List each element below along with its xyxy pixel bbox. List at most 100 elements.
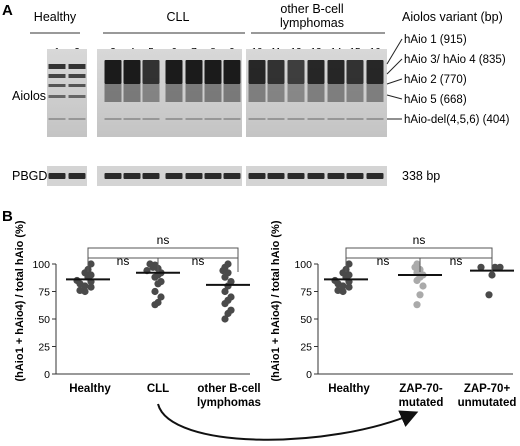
- data-point: [413, 260, 421, 268]
- pbgd-band: [346, 173, 364, 179]
- pbgd-band: [68, 173, 86, 179]
- gel-pbgd: [47, 166, 387, 186]
- data-point: [496, 263, 504, 271]
- chart-left: (hAio1 + hAio4) / total hAio (%) 0 25 50 75…: [14, 220, 261, 409]
- data-point: [157, 278, 165, 286]
- gel-smear-lower: [366, 84, 384, 102]
- panel-a: A Healthy CLL other B-cell lymphomas Aio…: [2, 2, 510, 186]
- ns-label-cll-lymphomas: ns: [192, 254, 205, 268]
- y-tick-label: 0: [44, 369, 50, 381]
- gel-band-del: [248, 118, 266, 120]
- pbgd-band: [204, 173, 222, 179]
- data-point: [334, 286, 342, 294]
- gel-smear: [267, 60, 285, 84]
- panel-b: B (hAio1 + hAio4) / total hAio (%) 0 25 50…: [2, 208, 516, 441]
- gel-band-del: [346, 118, 364, 120]
- gel-band-del: [104, 118, 122, 120]
- pbgd-band: [307, 173, 325, 179]
- chart-left-points: [73, 260, 235, 323]
- ns-label-healthy-cll: ns: [117, 254, 130, 268]
- y-tick-label: 75: [300, 287, 312, 299]
- variant-leader-line: [386, 38, 403, 65]
- gel-smear: [185, 60, 203, 84]
- gel-band-del: [287, 118, 305, 120]
- group-label-lymphomas: lymphomas: [280, 16, 344, 30]
- pbgd-band: [327, 173, 345, 179]
- gel-band-del: [185, 118, 203, 120]
- variant-labels: hAio 1 (915) hAio 3/ hAio 4 (835) hAio 2 (…: [386, 34, 510, 126]
- y-tick-label: 50: [38, 314, 50, 326]
- ns-label-healthy-mutated: ns: [377, 254, 390, 268]
- group-label-other-b-cell: other B-cell: [280, 2, 343, 16]
- chart-left-ticks: 0 25 50 75 100: [32, 259, 56, 381]
- gel-smear: [123, 60, 141, 84]
- pbgd-band: [248, 173, 266, 179]
- chart-right-category-unmutated-line2: unmutated: [458, 397, 517, 409]
- ns-bracket-healthy-lymphomas: [87, 247, 239, 262]
- chart-right-points: [331, 260, 504, 309]
- pbgd-block-healthy: [47, 166, 87, 186]
- gel-band: [68, 64, 86, 69]
- data-point: [87, 283, 95, 291]
- gel-smear: [204, 60, 222, 84]
- pbgd-band: [165, 173, 183, 179]
- aiolos-bands: [48, 60, 384, 120]
- gel-band-del: [204, 118, 222, 120]
- chart-left-category-healthy: Healthy: [69, 383, 111, 395]
- chart-right-category-mutated-line2: mutated: [399, 397, 444, 409]
- pbgd-band: [223, 173, 241, 179]
- gel-band-del: [48, 118, 66, 120]
- row-label-pbgd: PBGD: [12, 169, 47, 183]
- gel-band: [68, 95, 86, 98]
- gel-smear-lower: [346, 84, 364, 102]
- gel-band-del: [223, 118, 241, 120]
- chart-right-category-unmutated-line1: ZAP-70+: [464, 383, 511, 395]
- gel-smear-lower: [223, 84, 241, 102]
- ns-label-healthy-lymphomas: ns: [157, 233, 170, 247]
- y-tick-label: 100: [294, 259, 312, 271]
- panel-a-label: A: [2, 2, 13, 19]
- variant-label: hAio 1 (915): [404, 34, 467, 46]
- gel-smear-lower: [267, 84, 285, 102]
- variant-label: hAio 3/ hAio 4 (835): [404, 54, 506, 66]
- ns-bracket-healthy-unmutated: [345, 247, 493, 262]
- gel-band-del: [267, 118, 285, 120]
- gel-band-del: [307, 118, 325, 120]
- y-tick-label: 50: [300, 314, 312, 326]
- chart-left-category-lymphomas-line2: lymphomas: [197, 397, 261, 409]
- gel-band-del: [366, 118, 384, 120]
- variant-leader-line: [386, 58, 403, 75]
- y-tick-label: 0: [306, 369, 312, 381]
- gel-smear: [223, 60, 241, 84]
- pbgd-band: [104, 173, 122, 179]
- data-point: [221, 287, 229, 296]
- variant-leader-line: [386, 78, 403, 85]
- chart-right-ticks: 0 25 50 75 100: [294, 259, 318, 381]
- gel-band: [68, 74, 86, 78]
- gel-smear-lower: [327, 84, 345, 102]
- data-point: [154, 298, 162, 307]
- gel-smear-lower: [248, 84, 266, 102]
- gel-smear: [327, 60, 345, 84]
- data-point: [227, 278, 235, 286]
- chart-left-category-cll: CLL: [147, 383, 169, 395]
- data-point: [413, 301, 421, 309]
- chart-right: (hAio1 + hAio4) / total hAio (%) 0 25 50 75…: [270, 220, 516, 409]
- ns-bracket-mutated-unmutated: [419, 257, 493, 272]
- ns-bracket-cll-lymphomas: [157, 257, 239, 272]
- panel-b-label: B: [2, 208, 13, 225]
- gel-band: [48, 74, 66, 78]
- data-point: [416, 291, 424, 299]
- pbgd-band: [287, 173, 305, 179]
- pbgd-band: [142, 173, 160, 179]
- gel-band-del: [123, 118, 141, 120]
- pbgd-band: [185, 173, 203, 179]
- gel-band-del: [68, 118, 86, 120]
- data-point: [419, 282, 427, 290]
- gel-band: [48, 95, 66, 98]
- gel-smear: [346, 60, 364, 84]
- data-point: [227, 306, 235, 314]
- gel-band: [68, 84, 86, 87]
- gel-smear-lower: [204, 84, 222, 102]
